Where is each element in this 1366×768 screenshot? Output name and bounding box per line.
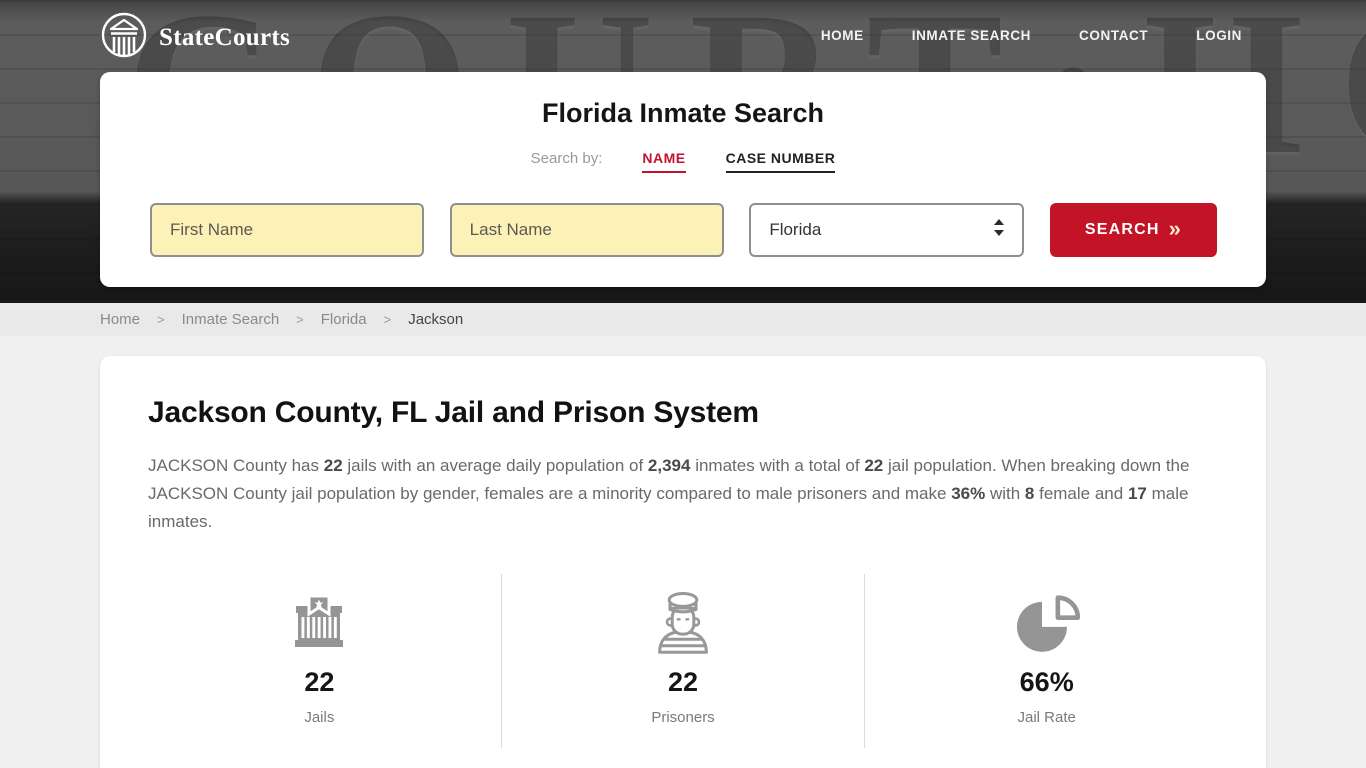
select-stepper-icon [993,219,1005,241]
state-select[interactable]: Florida [749,203,1025,257]
stat-label-prisoners: Prisoners [651,709,715,726]
breadcrumb-home[interactable]: Home [100,311,141,328]
page-title: Jackson County, FL Jail and Prison Syste… [148,396,759,429]
breadcrumb-inmate-search[interactable]: Inmate Search [181,311,280,328]
search-by-label: Search by: [530,150,603,167]
jail-building-icon [138,590,501,654]
county-stats-row: 22 Jails [138,574,1228,748]
stat-jail-rate: 66% Jail Rate [864,574,1228,748]
stat-value-jails: 22 [304,667,335,697]
search-button-label: SEARCH [1084,221,1160,238]
county-detail-card: Jackson County, FL Jail and Prison Syste… [100,356,1266,768]
tab-name[interactable]: NAME [642,150,686,173]
stat-jails: 22 Jails [138,574,501,748]
pie-chart-icon [865,590,1228,654]
inmate-search-card: Florida Inmate Search Search by: NAME CA… [100,72,1266,287]
brand-name: StateCourts [159,23,291,51]
prisoner-icon [502,590,865,654]
search-button[interactable]: SEARCH » [1049,203,1217,257]
breadcrumb-jackson: Jackson [408,311,464,328]
county-summary-paragraph: JACKSON County has 22 jails with an aver… [148,456,1190,531]
breadcrumb-separator: > [383,312,392,327]
brand-logo[interactable]: StateCourts [100,11,290,64]
tab-case-number[interactable]: CASE NUMBER [725,150,836,173]
state-select-value: Florida [769,220,822,239]
last-name-input[interactable] [449,203,724,257]
stat-label-jails: Jails [304,709,335,726]
main-nav: HOME INMATE SEARCH CONTACT LOGIN [821,28,1242,43]
stat-prisoners: 22 Prisoners [500,574,865,748]
top-navigation-bar: StateCourts HOME INMATE SEARCH CONTACT L… [0,0,1366,72]
double-chevron-right-icon: » [1168,215,1183,241]
breadcrumb-separator: > [296,312,304,327]
nav-item-contact[interactable]: CONTACT [1079,28,1149,43]
nav-item-login[interactable]: LOGIN [1196,28,1242,43]
breadcrumb: Home > Inmate Search > Florida > Jackson [0,303,1366,336]
courthouse-logo-icon [100,11,148,64]
first-name-input[interactable] [150,203,424,257]
search-form: Florida SEARCH » [150,203,1217,257]
breadcrumb-florida[interactable]: Florida [320,311,367,328]
search-card-title: Florida Inmate Search [541,98,825,128]
stat-value-prisoners: 22 [667,667,699,697]
stat-label-jail-rate: Jail Rate [1017,709,1076,726]
nav-item-inmate-search[interactable]: INMATE SEARCH [911,28,1032,43]
nav-item-home[interactable]: HOME [820,28,864,43]
stat-value-jail-rate: 66% [1019,667,1074,697]
breadcrumb-separator: > [157,312,165,327]
search-by-tabs: Search by: NAME CASE NUMBER [100,150,1266,173]
